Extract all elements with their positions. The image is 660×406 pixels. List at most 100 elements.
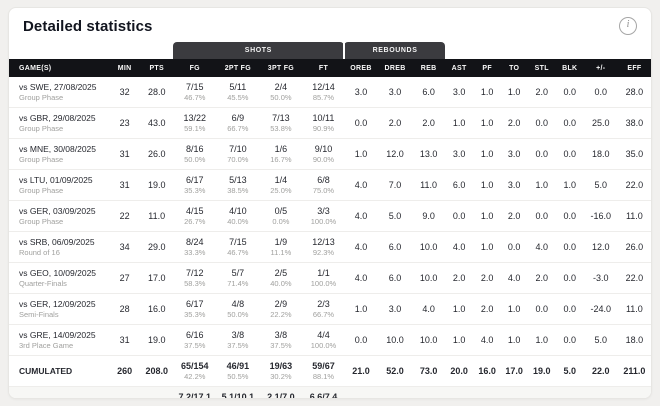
stat-value: 18.0	[592, 148, 610, 159]
stat-percentage: 40.0%	[270, 279, 292, 289]
cell-pf: 2.0	[473, 293, 501, 325]
cell-pf: 1.0	[473, 231, 501, 263]
stat-value: 6.0	[452, 179, 466, 190]
stat-value: 5.0	[388, 210, 402, 221]
stat-value: 1/6	[274, 143, 288, 154]
stat-value: 1.0	[480, 179, 494, 190]
cell-reb: 2.0	[412, 107, 445, 139]
cell-dreb: 5.8	[378, 387, 413, 398]
stat-value: 32	[119, 86, 130, 97]
cell-to: 1.9	[501, 387, 528, 398]
stat-value: 1/1	[317, 267, 330, 278]
cell-p2: 7/10 70.0%	[216, 138, 260, 170]
cell-pf: 4.0	[473, 324, 501, 356]
cell-pm: 2.4	[584, 387, 618, 398]
info-icon[interactable]: i	[619, 17, 637, 35]
cell-fg: 8/24 33.3%	[173, 231, 217, 263]
cell-fg: 6/17 35.3%	[173, 169, 217, 201]
group-header-rebounds: REBOUNDS	[343, 42, 445, 59]
cell-dreb: 5.0	[377, 200, 413, 232]
cell-oreb: 1.0	[344, 293, 378, 325]
column-header-eff: EFF	[617, 59, 651, 77]
stat-percentage: 33.3%	[184, 248, 206, 258]
cell-fg: 8/16 50.0%	[173, 138, 217, 170]
detailed-statistics-card: Detailed statistics i SHOTS REBOUNDS GAM…	[8, 7, 652, 399]
stat-value: 4.0	[480, 334, 494, 345]
stat-value: 31	[119, 148, 130, 159]
stat-value: 2.0	[480, 303, 494, 314]
stat-value: 0/5	[274, 205, 288, 216]
cell-eff: 11.0	[617, 200, 651, 232]
group-header-row: SHOTS REBOUNDS	[9, 42, 651, 59]
stat-value: 3.0	[354, 86, 368, 97]
cell-oreb: 0.0	[344, 324, 378, 356]
cell-p3: 19/63 30.2%	[259, 355, 303, 387]
cell-p2: 6/9 66.7%	[216, 107, 260, 139]
stat-value: 29.0	[147, 241, 166, 252]
cell-blk: 0.0	[555, 77, 584, 108]
stat-value: 1.0	[452, 117, 466, 128]
stat-value: 46/91	[226, 360, 250, 371]
game-phase: 3rd Place Game	[19, 341, 74, 351]
cell-dreb: 3.0	[377, 293, 413, 325]
stat-value: 5/13	[229, 174, 247, 185]
cell-fg: 13/22 59.1%	[173, 107, 217, 139]
cell-p3: 0/5 0.0%	[259, 200, 303, 232]
stat-value: 7/15	[229, 236, 247, 247]
cell-stl: 2.0	[527, 262, 556, 294]
column-header-3pt-fg: 3PT FG	[259, 59, 303, 77]
cell-pf: 16.0	[473, 355, 501, 387]
column-header-fg: FG	[173, 59, 217, 77]
column-header-pf: PF	[473, 59, 501, 77]
cell-fg: 7.2/17.142.2%	[173, 387, 216, 398]
cell-to: 1.0	[500, 293, 528, 325]
cell-oreb: 2.3	[344, 387, 377, 398]
stat-value: 6.0	[388, 241, 402, 252]
stat-value: 8.1	[414, 397, 444, 398]
cell-dreb: 10.0	[377, 324, 413, 356]
cell-to: 2.0	[500, 200, 528, 232]
stat-value: 1.0	[535, 179, 548, 190]
stat-percentage: 85.7%	[312, 93, 335, 103]
cell-ast: 1.0	[444, 107, 474, 139]
cell-blk: 0.0	[555, 262, 584, 294]
game-phase: Group Phase	[19, 93, 64, 103]
cell-game: AVERAGE	[9, 387, 109, 398]
stat-percentage: 0.0%	[272, 217, 290, 227]
cell-ast: 3.0	[444, 77, 474, 108]
stat-value: 5.0	[594, 179, 608, 190]
cell-ast: 20.0	[444, 355, 474, 387]
cell-dreb: 2.0	[377, 107, 413, 139]
cell-reb: 13.0	[412, 138, 445, 170]
stat-percentage: 45.5%	[227, 93, 249, 103]
cell-reb: 10.0	[412, 262, 445, 294]
cell-p3: 7/13 53.8%	[259, 107, 303, 139]
cell-game: vs GBR, 29/08/2025 Group Phase	[9, 107, 110, 139]
stat-value: 4/15	[186, 205, 204, 216]
game-label: vs SWE, 27/08/2025	[19, 81, 97, 92]
stat-percentage: 90.9%	[312, 124, 335, 134]
stat-percentage: 53.8%	[270, 124, 292, 134]
stat-percentage: 58.3%	[184, 279, 206, 289]
stat-value: 211.0	[623, 365, 646, 376]
cell-oreb: 21.0	[344, 355, 378, 387]
cumulated-row: CUMULATED 260 208.0 65/154 42.2% 46/91 50.5% 19…	[9, 355, 651, 387]
stat-value: 6.6/7.4	[309, 391, 338, 399]
cell-p2: 4/8 50.0%	[216, 293, 260, 325]
stat-value: -3.0	[593, 272, 609, 283]
stat-value: 4/8	[231, 298, 245, 309]
stat-value: 11.0	[625, 210, 643, 221]
stat-value: 22.0	[625, 179, 644, 190]
stats-table-body: vs SWE, 27/08/2025 Group Phase 32 28.0 7/15 4…	[9, 77, 651, 399]
stat-value: 35.0	[625, 148, 644, 159]
stat-percentage: 50.5%	[227, 372, 249, 382]
stat-value: 25.0	[592, 117, 610, 128]
table-row: vs SRB, 06/09/2025 Round of 16 34 29.0 8/24 3…	[9, 231, 651, 263]
stat-value: 1.0	[452, 303, 466, 314]
column-header-to: TO	[500, 59, 528, 77]
stat-value: 4.0	[354, 272, 368, 283]
stat-value: 73.0	[419, 365, 438, 376]
stat-value: 65/154	[181, 360, 209, 371]
cell-p2: 5/11 45.5%	[216, 77, 260, 108]
stat-value: 6/8	[317, 174, 330, 185]
